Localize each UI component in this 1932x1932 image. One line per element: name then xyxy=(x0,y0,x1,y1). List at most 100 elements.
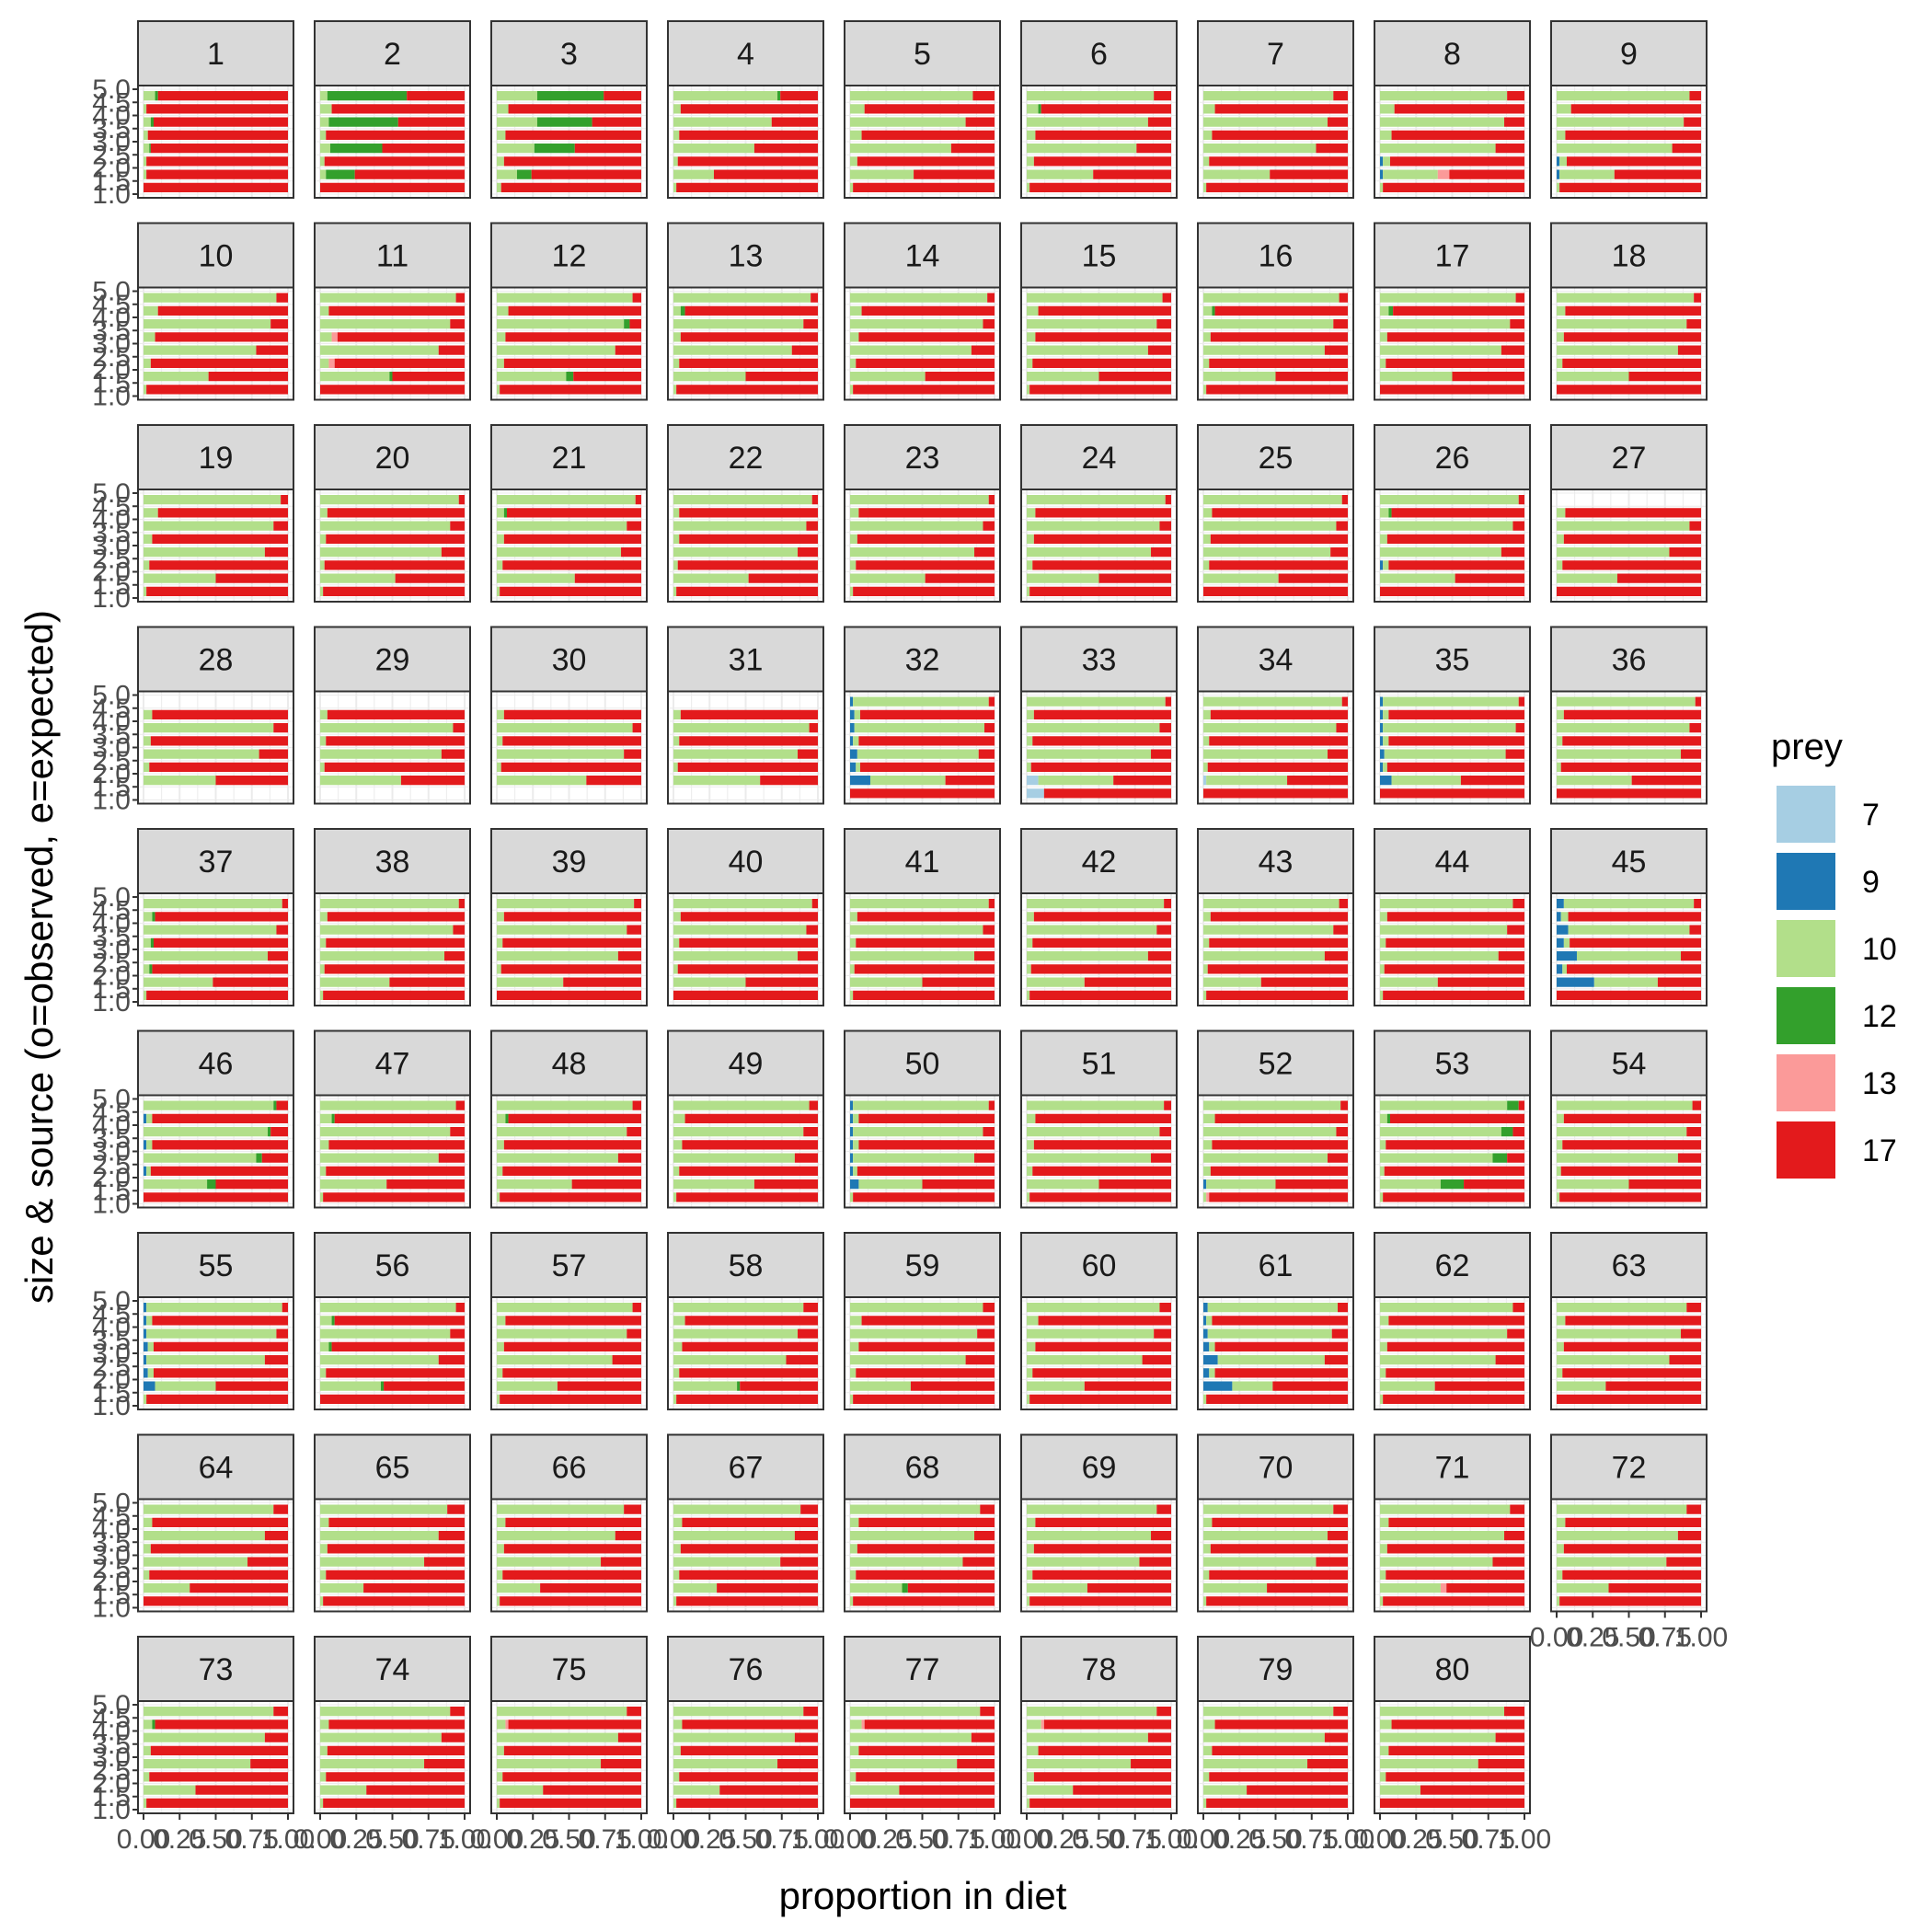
bar-segment-prey-10 xyxy=(144,937,151,949)
bar-segment-prey-10 xyxy=(320,1341,329,1352)
bar-segment-prey-17 xyxy=(859,709,995,720)
bar-segment-prey-17 xyxy=(899,1785,995,1795)
panel-grid xyxy=(845,288,999,399)
y-axis-tick-label: 4.0 xyxy=(92,505,131,535)
bar-segment-prey-17 xyxy=(146,104,288,114)
bar-segment-prey-10 xyxy=(850,345,972,355)
bar-segment-prey-10 xyxy=(320,1153,439,1163)
bar-segment-prey-17 xyxy=(858,1341,995,1352)
bar-segment-prey-10 xyxy=(1027,1517,1036,1528)
bar-segment-prey-10 xyxy=(497,104,509,114)
facet-strip-label: 60 xyxy=(1082,1248,1117,1283)
bar-segment-prey-10 xyxy=(1557,722,1690,733)
bar-segment-prey-17 xyxy=(327,709,465,720)
bar-segment-prey-17 xyxy=(324,964,465,974)
y-axis-tick-label: 2.5 xyxy=(92,1755,131,1786)
bar-segment-prey-10 xyxy=(1027,117,1148,127)
y-axis-tick-label: 1.5 xyxy=(92,1176,131,1206)
bar-segment-prey-10 xyxy=(1203,521,1337,531)
bar-segment-prey-17 xyxy=(1209,560,1348,570)
panel-grid xyxy=(669,1702,822,1812)
bar-segment-prey-12 xyxy=(1388,305,1394,316)
bar-segment-prey-9 xyxy=(850,775,870,786)
bar-segment-prey-17 xyxy=(1206,1394,1348,1405)
bar-segment-prey-10 xyxy=(1380,305,1389,316)
bar-segment-prey-10 xyxy=(1380,1381,1435,1391)
bar-segment-prey-17 xyxy=(679,1166,818,1177)
bar-segment-prey-10 xyxy=(1380,573,1455,583)
y-axis-tick-label: 5.0 xyxy=(92,277,131,307)
facet-strip-label: 63 xyxy=(1612,1248,1647,1283)
bar-segment-prey-10 xyxy=(497,1113,506,1124)
facet-strip-label: 1 xyxy=(207,37,224,72)
bar-segment-prey-10 xyxy=(497,1140,504,1150)
x-axis-tick-label: 1.00 xyxy=(1144,1824,1198,1855)
bar-segment-prey-10 xyxy=(320,293,456,303)
bar-segment-prey-17 xyxy=(1214,1719,1348,1730)
facet-panel-23: 23 xyxy=(844,424,1001,603)
bar-segment-prey-17 xyxy=(1510,318,1524,329)
panel-grid xyxy=(492,1096,646,1207)
bar-segment-prey-10 xyxy=(673,912,681,922)
bar-segment-prey-10 xyxy=(850,925,983,935)
bar-segment-prey-17 xyxy=(1336,722,1348,733)
facet-strip xyxy=(1550,1232,1708,1298)
bar-segment-prey-10 xyxy=(1027,749,1152,759)
bar-segment-prey-17 xyxy=(441,749,465,759)
bar-segment-prey-17 xyxy=(334,1113,465,1124)
bar-segment-prey-17 xyxy=(326,534,465,545)
y-axis-tick-label: 2.0 xyxy=(92,1769,131,1800)
bar-segment-prey-10 xyxy=(1027,1758,1132,1769)
bar-segment-prey-17 xyxy=(857,156,995,167)
bar-segment-prey-10 xyxy=(1380,925,1508,935)
bar-segment-prey-17 xyxy=(811,494,818,505)
panel-grid xyxy=(1552,1096,1706,1207)
bar-segment-prey-10 xyxy=(497,182,501,193)
bar-segment-prey-10 xyxy=(1380,521,1513,531)
panel-grid xyxy=(669,288,822,399)
bar-segment-prey-9 xyxy=(144,1302,147,1313)
facet-strip xyxy=(667,1433,824,1501)
bar-segment-prey-10 xyxy=(497,546,622,558)
bar-segment-prey-9 xyxy=(1203,1368,1210,1378)
legend-label: 9 xyxy=(1862,865,1880,900)
bar-segment-prey-10 xyxy=(1380,117,1505,127)
bar-segment-prey-17 xyxy=(988,1100,995,1110)
bar-segment-prey-10 xyxy=(853,696,989,707)
facet-strip-label: 61 xyxy=(1259,1248,1294,1283)
bar-segment-prey-10 xyxy=(497,1732,618,1742)
bar-segment-prey-10 xyxy=(320,143,330,154)
bar-segment-prey-10 xyxy=(1206,1179,1276,1190)
bar-segment-prey-10 xyxy=(497,722,633,733)
bar-segment-prey-17 xyxy=(276,1328,288,1339)
bar-segment-prey-10 xyxy=(320,1328,451,1339)
bar-segment-prey-17 xyxy=(745,371,818,382)
bar-segment-prey-10 xyxy=(144,130,148,141)
facet-strip xyxy=(137,20,294,86)
bar-segment-prey-10 xyxy=(1380,1570,1386,1581)
bar-segment-prey-17 xyxy=(1510,1504,1524,1514)
bar-segment-prey-10 xyxy=(1027,1354,1143,1365)
bar-segment-prey-10 xyxy=(1038,775,1114,786)
bar-segment-prey-10 xyxy=(144,573,216,583)
bar-segment-prey-10 xyxy=(850,90,973,101)
y-axis-tick-label: 3.5 xyxy=(92,1730,131,1760)
bar-segment-prey-10 xyxy=(1557,1381,1606,1391)
bar-segment-prey-10 xyxy=(1380,358,1386,369)
legend-label: 10 xyxy=(1862,932,1897,967)
x-axis-tick-label: 0.50 xyxy=(895,1824,949,1855)
bar-segment-prey-17 xyxy=(1388,1517,1524,1528)
y-axis-tick-label: 1.0 xyxy=(92,179,131,210)
bar-segment-prey-10 xyxy=(320,709,328,720)
bar-segment-prey-10 xyxy=(320,573,396,583)
bar-segment-prey-10 xyxy=(144,762,150,773)
bar-segment-prey-17 xyxy=(500,385,641,395)
bar-segment-prey-17 xyxy=(684,305,818,316)
facet-panel-11: 11 xyxy=(314,222,471,401)
facet-strip xyxy=(314,1029,471,1097)
bar-segment-prey-10 xyxy=(1203,371,1276,382)
facet-strip xyxy=(1197,424,1354,490)
x-axis-tick-label: 0.25 xyxy=(683,1824,736,1855)
x-axis-tick-label: 1.00 xyxy=(791,1824,845,1855)
bar-segment-prey-10 xyxy=(673,358,680,369)
